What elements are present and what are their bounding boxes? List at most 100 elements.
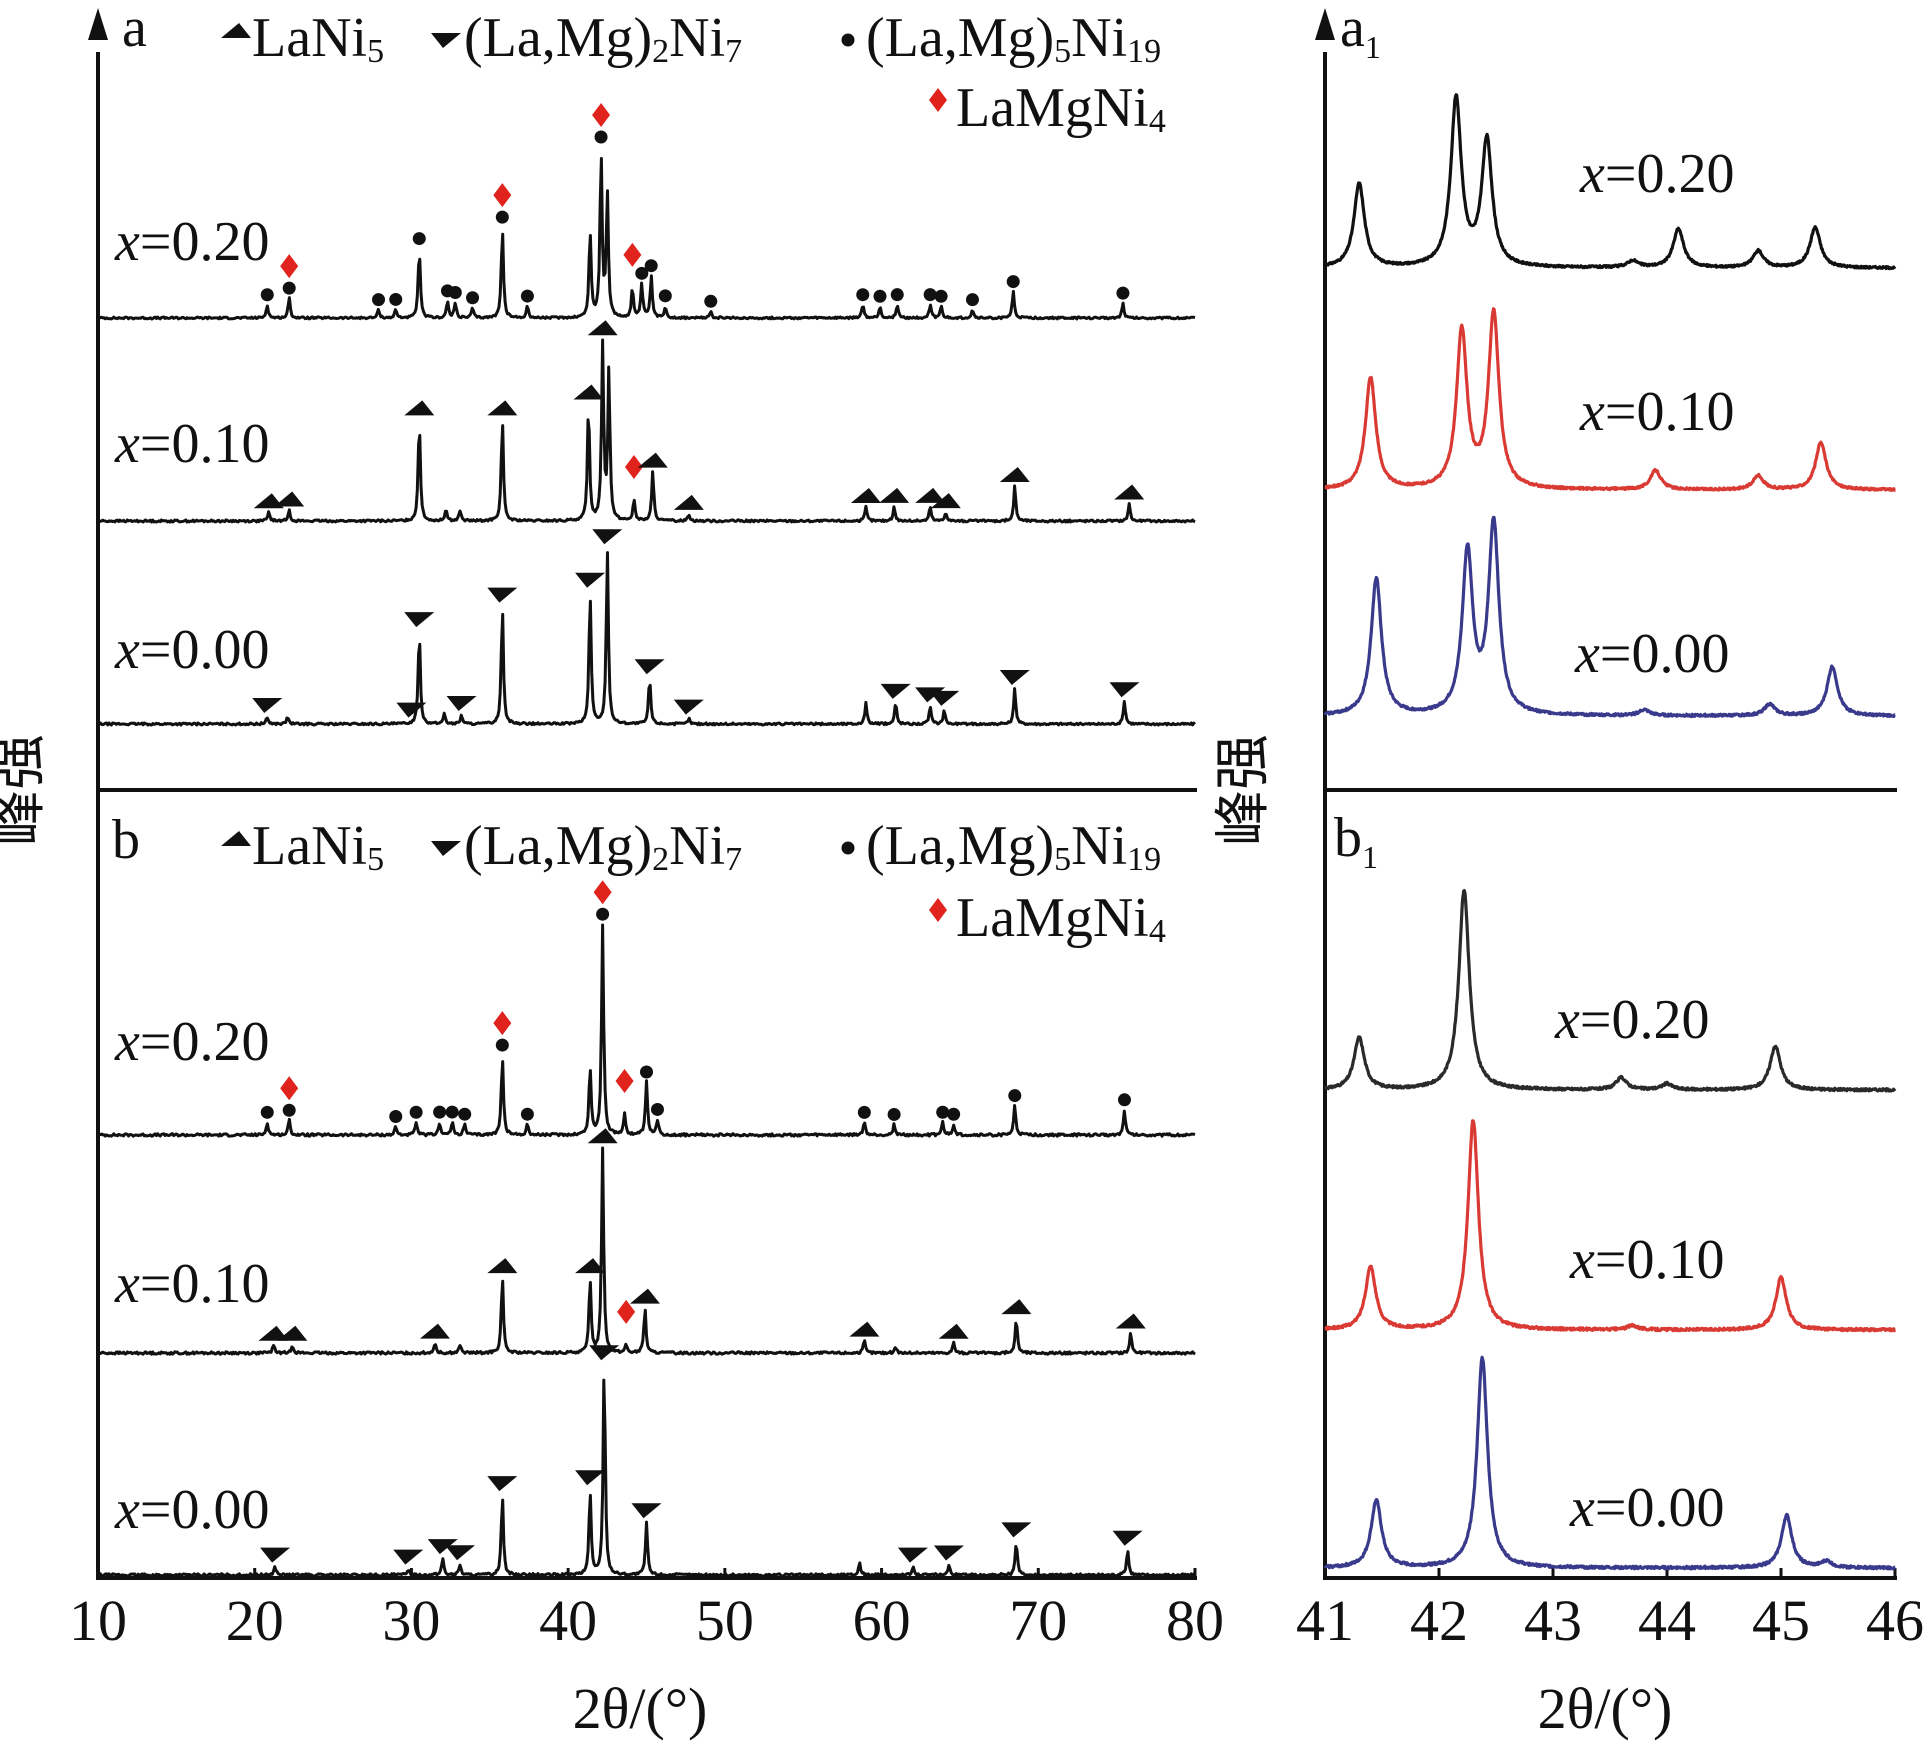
marker-triangle-down-a <box>396 702 427 718</box>
marker-diamond-a <box>623 242 642 267</box>
marker-triangle-up-a <box>487 400 518 416</box>
marker-diamond-a <box>624 455 643 480</box>
marker-triangle-down-a <box>592 529 623 545</box>
marker-triangle-down-a <box>446 695 477 711</box>
marker-triangle-down-b <box>1112 1530 1143 1546</box>
marker-circle-b <box>260 1105 274 1119</box>
marker-triangle-down-a <box>673 699 704 715</box>
marker-circle-a <box>448 285 462 299</box>
series-line-a1-x=0.20 <box>1323 93 1897 271</box>
marker-triangle-down-a <box>404 612 435 628</box>
legend-item-lamgni4: LaMgNi4 <box>956 887 1166 950</box>
marker-diamond-b <box>280 1076 299 1101</box>
x-axis-left-tick-label: 10 <box>69 1588 127 1653</box>
marker-circle-a <box>372 293 386 307</box>
y-axis-arrow-right <box>1315 8 1335 40</box>
x-axis-title-left: 2θ/(°) <box>573 1676 708 1741</box>
marker-triangle-down-b <box>897 1547 928 1563</box>
marker-triangle-up-a <box>404 400 435 416</box>
axes-frame <box>88 8 1897 1580</box>
marker-triangle-up-b <box>938 1323 969 1339</box>
marker-circle-a <box>873 289 887 303</box>
marker-circle-b <box>495 1038 509 1052</box>
marker-triangle-down-b <box>260 1547 291 1563</box>
marker-triangle-up-b <box>419 1323 450 1339</box>
marker-circle-a <box>520 289 534 303</box>
marker-circle-b <box>936 1105 950 1119</box>
legend-item-lamgni4: LaMgNi4 <box>956 77 1166 140</box>
x-axis-right-tick-label: 42 <box>1410 1588 1468 1653</box>
marker-circle-b <box>458 1107 472 1121</box>
marker-triangle-down-b <box>589 1345 620 1361</box>
marker-triangle-up-a <box>253 493 284 509</box>
marker-triangle-down-b <box>393 1549 424 1565</box>
series-label-b1-x=0.00: x=0.00 <box>1569 1477 1724 1539</box>
phase-markers <box>221 23 1146 1565</box>
x-axis-left-tick-label: 70 <box>1009 1588 1067 1653</box>
marker-circle-b <box>433 1105 447 1119</box>
series-line-b-x=0.00 <box>97 1378 1197 1578</box>
marker-circle-a <box>635 266 649 280</box>
series-label-a1-x=0.00: x=0.00 <box>1574 623 1729 685</box>
marker-triangle-down-a <box>487 587 518 603</box>
marker-triangle-up-a <box>637 452 668 468</box>
marker-triangle-up-b <box>587 1128 618 1144</box>
legend-item-la-mg-5ni19: (La,Mg)5Ni19 <box>866 815 1161 878</box>
series-line-b1-x=0.00 <box>1323 1355 1896 1571</box>
marker-circle-b <box>389 1110 403 1124</box>
marker-diamond-b <box>493 1011 512 1036</box>
y-axis-title-left: 峰强 <box>0 734 51 846</box>
series-label-b-x=0.20: x=0.20 <box>114 1011 269 1073</box>
series-label-b-x=0.10: x=0.10 <box>114 1253 269 1315</box>
marker-circle-a <box>389 292 403 306</box>
marker-circle-b <box>445 1105 459 1119</box>
marker-circle-a <box>934 289 948 303</box>
marker-circle-a <box>1006 275 1020 289</box>
marker-triangle-up-b <box>277 1325 308 1341</box>
panel-label-a1: a1 <box>1340 0 1381 65</box>
legend-marker-circle <box>841 33 855 47</box>
marker-triangle-down-b <box>631 1503 662 1519</box>
series-label-b-x=0.00: x=0.00 <box>114 1479 269 1541</box>
legend-marker-triangle-down <box>431 33 461 48</box>
marker-triangle-up-a <box>1114 484 1145 500</box>
marker-triangle-up-b <box>1001 1299 1032 1315</box>
marker-triangle-up-b <box>487 1258 518 1274</box>
panel-label-a: a <box>122 0 147 59</box>
x-axis-left-tick-label: 30 <box>382 1588 440 1653</box>
legend-item-la-mg-5ni19: (La,Mg)5Ni19 <box>866 7 1161 70</box>
series-line-a1-x=0.10 <box>1324 307 1896 492</box>
legend-marker-circle <box>841 841 855 855</box>
x-axis-right-tick-label: 41 <box>1296 1588 1354 1653</box>
x-axis-left-tick-label: 50 <box>696 1588 754 1653</box>
marker-circle-b <box>887 1107 901 1121</box>
y-axis-title-right: 峰强 <box>1213 734 1275 846</box>
marker-triangle-down-a <box>575 572 606 588</box>
marker-circle-a <box>412 232 426 246</box>
series-line-a1-x=0.00 <box>1323 515 1896 719</box>
marker-triangle-down-a <box>929 690 960 706</box>
legend-marker-triangle-up <box>221 23 251 38</box>
x-axis-right-tick-label: 46 <box>1866 1588 1924 1653</box>
marker-circle-b <box>409 1105 423 1119</box>
series-label-a1-x=0.20: x=0.20 <box>1579 143 1734 205</box>
series-label-a-x=0.00: x=0.00 <box>114 619 269 681</box>
marker-circle-a <box>260 288 274 302</box>
marker-circle-a <box>923 288 937 302</box>
marker-triangle-down-a <box>999 669 1030 685</box>
marker-triangle-down-b <box>933 1545 964 1561</box>
marker-triangle-up-a <box>673 494 704 510</box>
marker-circle-a <box>495 210 509 224</box>
marker-triangle-up-a <box>850 487 881 503</box>
x-axis-right-tick-label: 43 <box>1524 1588 1582 1653</box>
x-axis-left-tick-label: 20 <box>226 1588 284 1653</box>
x-axis-left-tick-label: 60 <box>853 1588 911 1653</box>
marker-circle-a <box>1116 286 1130 300</box>
marker-circle-a <box>965 293 979 307</box>
marker-diamond-b <box>593 880 612 905</box>
marker-triangle-up-b <box>1115 1313 1146 1329</box>
legend-b: LaNi5 (La,Mg)2Ni7 (La,Mg)5Ni19 LaMgNi4 <box>252 815 1166 950</box>
marker-circle-b <box>650 1102 664 1116</box>
